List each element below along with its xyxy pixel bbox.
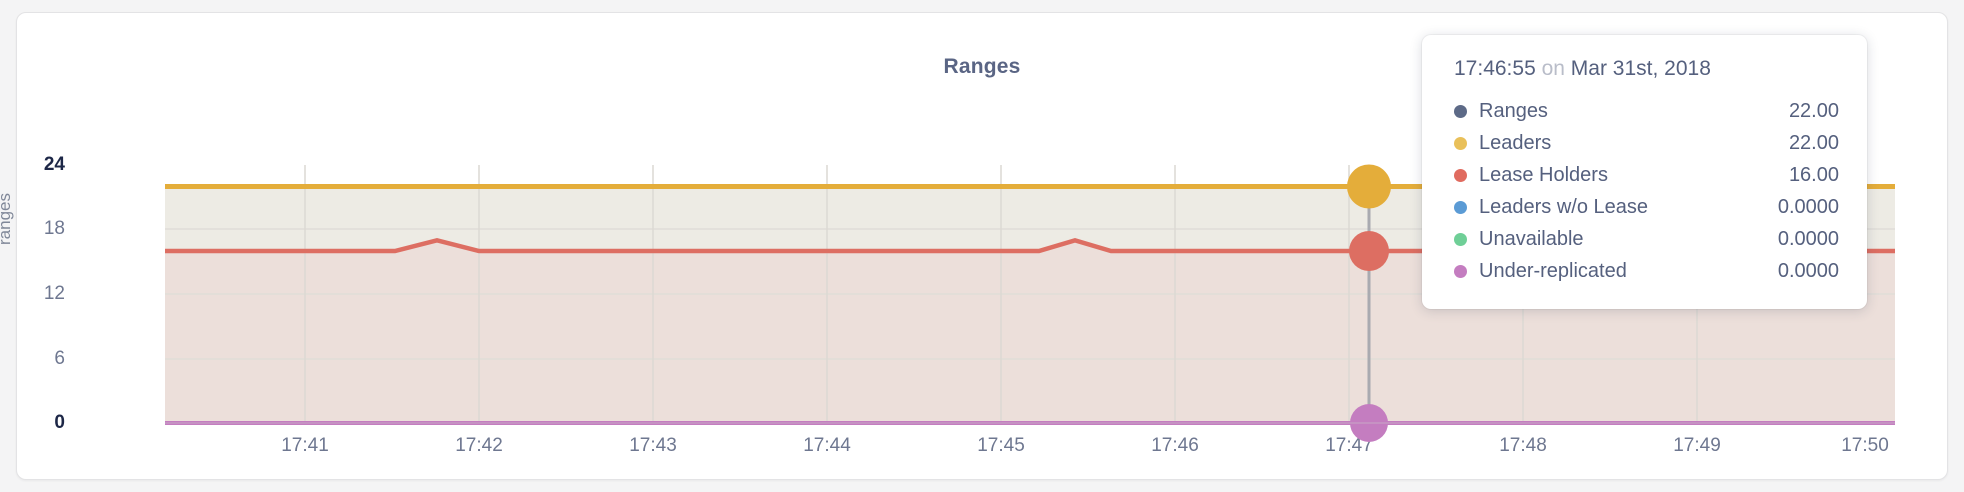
x-tick-1743: 17:43 bbox=[629, 435, 677, 456]
tooltip-header: 17:46:55 on Mar 31st, 2018 bbox=[1454, 57, 1839, 81]
chart-hover-tooltip: 17:46:55 on Mar 31st, 2018 Ranges 22.00 … bbox=[1422, 35, 1867, 309]
tooltip-row-unavailable: Unavailable 0.0000 bbox=[1454, 223, 1839, 255]
x-tick-1741: 17:41 bbox=[281, 435, 329, 456]
y-tick-24: 24 bbox=[43, 154, 65, 175]
y-tick-18: 18 bbox=[43, 218, 65, 239]
hover-marker-leaders bbox=[1347, 164, 1391, 209]
tooltip-row-leaders: Leaders 22.00 bbox=[1454, 127, 1839, 159]
tooltip-label: Ranges bbox=[1479, 99, 1548, 122]
series-dot-leaders-wo-lease-icon bbox=[1454, 200, 1467, 214]
series-dot-ranges-icon bbox=[1454, 104, 1467, 118]
tooltip-value: 16.00 bbox=[1788, 163, 1839, 186]
x-tick-1742: 17:42 bbox=[455, 435, 503, 456]
tooltip-row-under-replicated: Under-replicated 0.0000 bbox=[1454, 255, 1839, 287]
x-tick-1745: 17:45 bbox=[977, 435, 1025, 456]
y-tick-12: 12 bbox=[43, 283, 65, 304]
x-tick-1744: 17:44 bbox=[803, 435, 851, 456]
tooltip-date: Mar 31st, 2018 bbox=[1570, 57, 1711, 80]
ranges-chart-card: Ranges ranges 24 18 12 6 0 17:41 17:42 1… bbox=[0, 12, 1948, 480]
series-dot-leaders-icon bbox=[1454, 136, 1467, 150]
tooltip-label: Leaders bbox=[1479, 131, 1552, 154]
tooltip-label: Leaders w/o Lease bbox=[1479, 195, 1649, 218]
tooltip-label: Under-replicated bbox=[1479, 259, 1627, 282]
hover-marker-lease-holders bbox=[1349, 231, 1389, 271]
series-dot-under-replicated-icon bbox=[1454, 264, 1467, 278]
tooltip-value: 0.0000 bbox=[1777, 259, 1839, 282]
series-line-lease-holders bbox=[165, 237, 1895, 254]
x-tick-1748: 17:48 bbox=[1499, 435, 1547, 456]
y-tick-0: 0 bbox=[54, 412, 65, 433]
tooltip-value: 22.00 bbox=[1788, 131, 1839, 154]
x-tick-1746: 17:46 bbox=[1151, 435, 1199, 456]
series-dot-lease-holders-icon bbox=[1454, 168, 1467, 182]
tooltip-time: 17:46:55 bbox=[1454, 57, 1536, 80]
tooltip-label: Lease Holders bbox=[1479, 163, 1608, 186]
x-tick-1747: 17:47 bbox=[1325, 435, 1373, 456]
tooltip-row-lease-holders: Lease Holders 16.00 bbox=[1454, 159, 1839, 191]
tooltip-on-word: on bbox=[1541, 57, 1565, 80]
y-tick-6: 6 bbox=[54, 348, 65, 369]
tooltip-row-ranges: Ranges 22.00 bbox=[1454, 95, 1839, 127]
x-tick-1750: 17:50 bbox=[1841, 435, 1889, 456]
tooltip-row-leaders-wo-lease: Leaders w/o Lease 0.0000 bbox=[1454, 191, 1839, 223]
tooltip-value: 0.0000 bbox=[1777, 195, 1839, 218]
tooltip-value: 22.00 bbox=[1788, 99, 1839, 122]
page-title: Ranges bbox=[943, 55, 1021, 78]
x-tick-1749: 17:49 bbox=[1673, 435, 1721, 456]
tooltip-value: 0.0000 bbox=[1777, 227, 1839, 250]
series-dot-unavailable-icon bbox=[1454, 232, 1467, 246]
tooltip-label: Unavailable bbox=[1479, 227, 1584, 250]
